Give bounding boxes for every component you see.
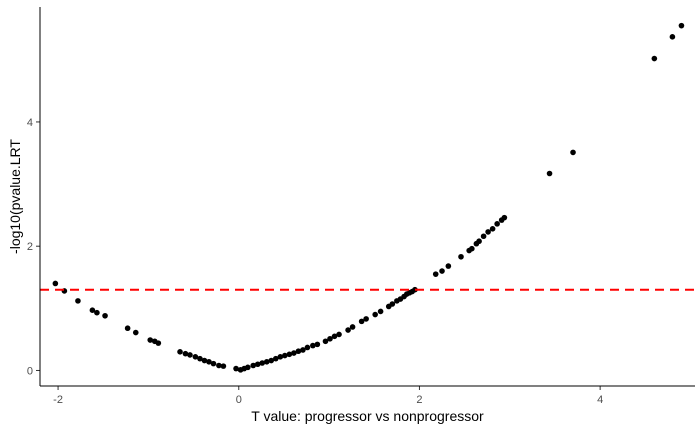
data-point-77: [678, 22, 685, 29]
data-point-58: [412, 286, 418, 293]
data-point-18: [210, 360, 217, 367]
data-point-64: [469, 245, 475, 252]
data-point-15: [197, 355, 203, 362]
data-point-49: [377, 308, 384, 315]
data-point-30: [273, 355, 279, 362]
x-axis-ticks: -2 0 2 4: [53, 386, 603, 406]
data-point-3: [89, 307, 96, 314]
data-point-42: [331, 333, 338, 340]
data-point-40: [322, 338, 329, 345]
data-point-31: [277, 354, 284, 360]
data-point-13: [187, 352, 193, 358]
data-point-51: [389, 301, 396, 307]
data-point-8: [147, 337, 154, 343]
data-point-46: [358, 318, 365, 325]
data-point-17: [206, 358, 212, 365]
x-tick-label: 0: [236, 394, 242, 406]
data-point-69: [489, 226, 496, 232]
data-point-12: [182, 350, 189, 357]
data-point-34: [291, 350, 297, 356]
data-point-66: [476, 238, 482, 245]
data-point-16: [201, 357, 208, 364]
data-point-21: [233, 365, 239, 372]
data-point-47: [363, 316, 369, 322]
data-point-75: [651, 55, 658, 62]
data-point-76: [669, 34, 676, 40]
data-point-48: [372, 311, 378, 318]
data-point-6: [124, 325, 131, 332]
data-point-37: [304, 344, 311, 351]
data-point-19: [216, 362, 222, 369]
data-point-70: [494, 221, 500, 227]
data-point-59: [432, 271, 439, 277]
x-tick-label: -2: [53, 394, 63, 406]
data-points: [52, 22, 685, 373]
data-point-28: [263, 358, 270, 365]
y-tick-label: 2: [27, 241, 33, 253]
data-point-25: [250, 362, 257, 369]
data-point-35: [295, 348, 302, 355]
y-tick-label: 0: [27, 365, 33, 377]
data-point-33: [286, 351, 293, 358]
data-point-74: [570, 149, 576, 156]
data-point-4: [94, 309, 100, 316]
data-point-7: [132, 329, 139, 336]
x-axis-title: T value: progressor vs nonprogressor: [251, 408, 484, 424]
x-tick-label: 4: [597, 394, 603, 406]
data-point-10: [155, 340, 162, 346]
x-tick-label: 2: [416, 394, 422, 406]
data-point-14: [192, 354, 199, 360]
y-axis-ticks: 0 2 4: [27, 117, 40, 377]
data-point-24: [244, 364, 251, 371]
data-point-2: [75, 298, 81, 304]
data-point-44: [345, 327, 351, 333]
data-point-32: [282, 352, 288, 359]
y-axis-title: -log10(pvalue.LRT: [7, 139, 23, 254]
data-point-11: [177, 349, 183, 355]
data-point-72: [501, 214, 508, 221]
data-point-5: [102, 312, 108, 319]
data-point-73: [546, 170, 553, 177]
data-point-36: [300, 347, 306, 353]
data-point-68: [485, 229, 491, 235]
data-point-62: [458, 253, 464, 260]
data-point-45: [349, 324, 356, 330]
data-point-67: [480, 233, 487, 240]
data-point-0: [52, 280, 59, 287]
data-point-26: [254, 361, 261, 368]
data-point-61: [445, 263, 452, 269]
data-point-60: [439, 268, 445, 274]
data-point-20: [220, 363, 227, 369]
data-point-39: [314, 341, 321, 348]
data-point-27: [259, 360, 266, 366]
data-point-41: [327, 335, 333, 342]
data-point-29: [268, 357, 275, 364]
data-point-38: [310, 342, 316, 349]
y-tick-label: 4: [27, 117, 33, 129]
data-point-43: [336, 331, 342, 338]
